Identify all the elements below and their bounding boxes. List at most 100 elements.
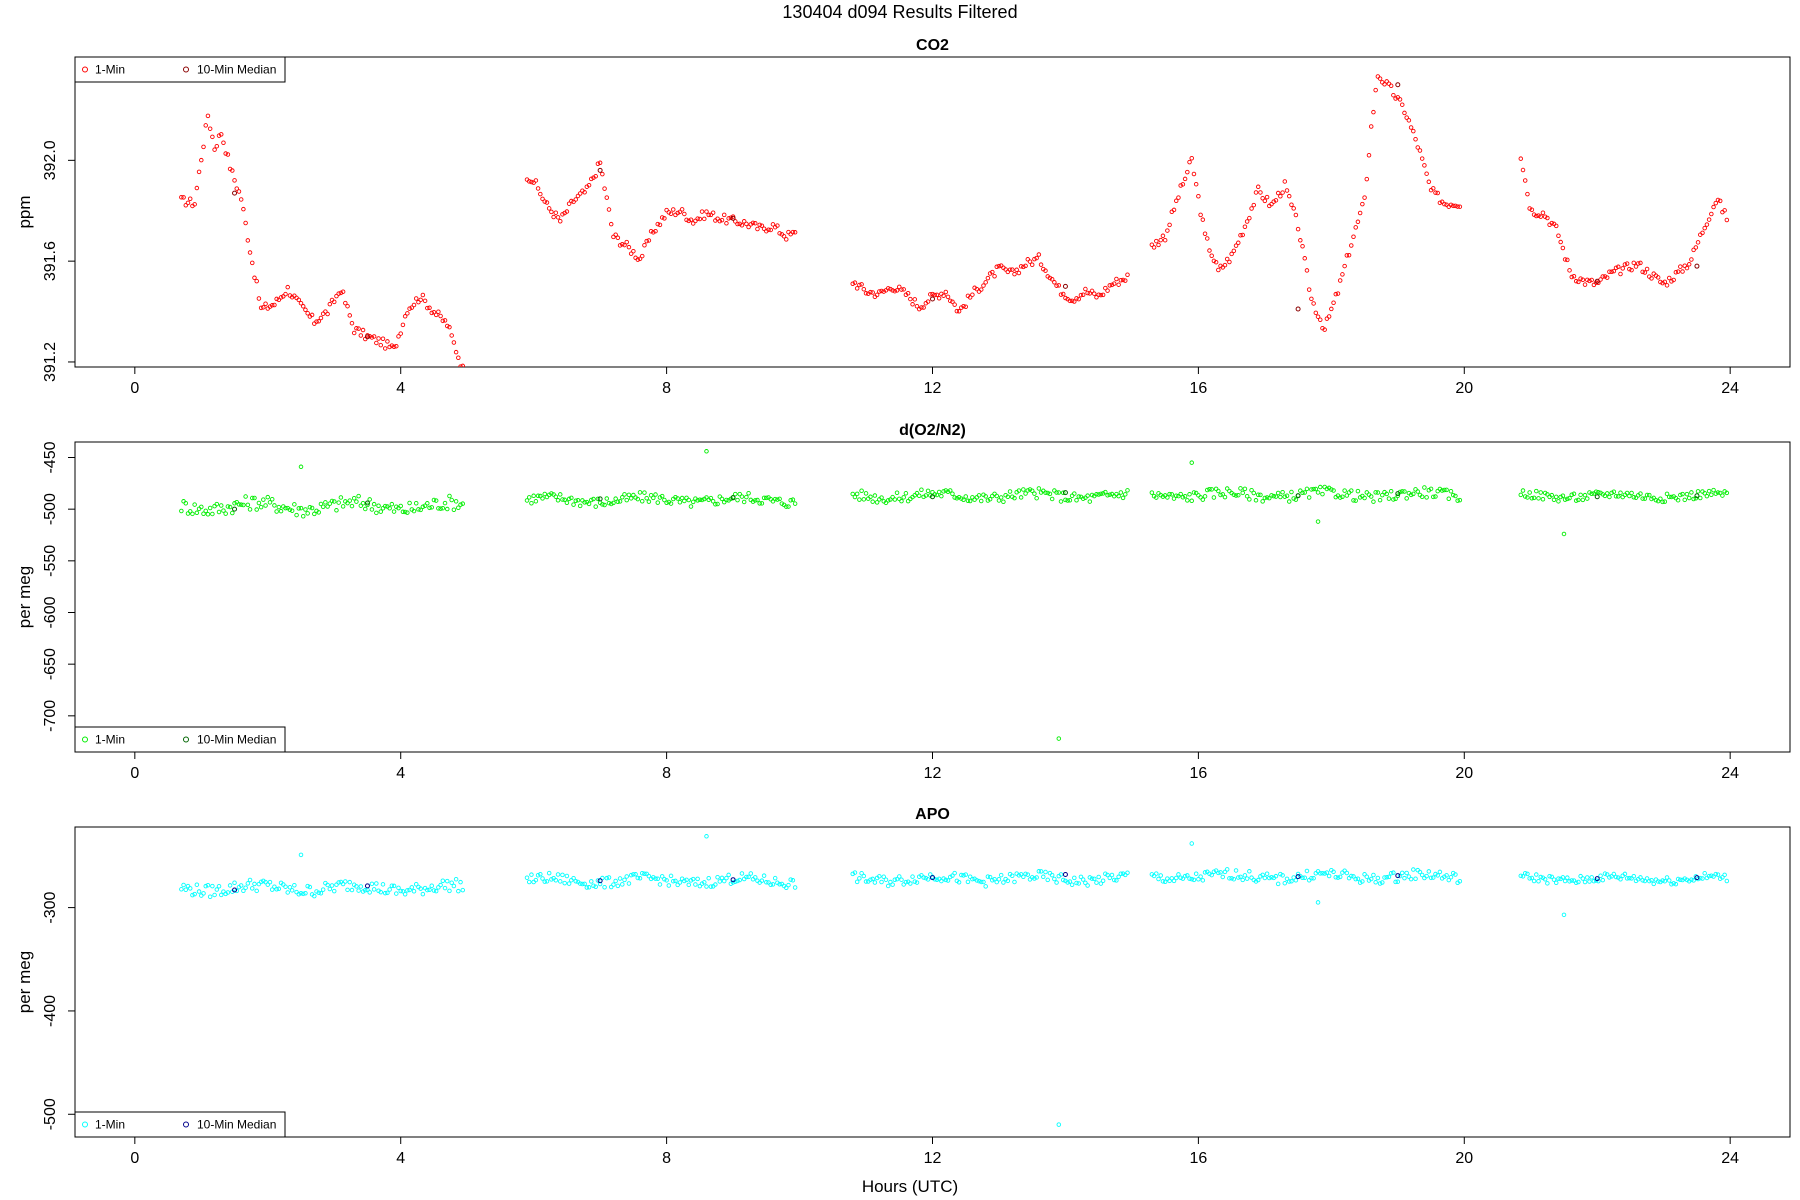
- data-point-1min: [263, 301, 268, 307]
- data-point-1min: [717, 218, 723, 224]
- data-point-1min: [1089, 288, 1095, 294]
- data-point-1min: [885, 883, 891, 889]
- data-point-1min: [1576, 279, 1581, 285]
- data-point-1min: [323, 309, 328, 314]
- data-point-1min: [697, 883, 703, 889]
- data-point-1min: [1448, 488, 1454, 494]
- data-point-1min: [1118, 278, 1124, 283]
- data-point-1min: [639, 253, 645, 259]
- data-point-1min: [1567, 268, 1572, 273]
- y-tick-label: -500: [42, 1098, 59, 1130]
- data-point-1min: [1001, 880, 1006, 885]
- data-point-1min: [429, 505, 434, 510]
- data-point-1min: [1377, 497, 1383, 503]
- data-point-1min: [1437, 200, 1443, 206]
- data-point-1min: [1324, 316, 1330, 321]
- data-point-1min: [183, 501, 189, 506]
- data-point-1min: [719, 217, 725, 223]
- data-point-1min: [309, 505, 315, 511]
- data-point-1min: [792, 885, 798, 890]
- data-point-1min: [1224, 256, 1230, 262]
- x-tick-label: 20: [1455, 765, 1473, 782]
- data-point-1min: [453, 499, 459, 504]
- data-point-median: [1295, 874, 1301, 880]
- data-point-1min: [1200, 217, 1206, 222]
- data-point-1min: [1291, 496, 1296, 501]
- data-point-1min: [1083, 880, 1088, 886]
- data-point-1min: [374, 340, 379, 346]
- data-point-1min: [1402, 489, 1407, 494]
- data-point-1min: [1604, 872, 1610, 877]
- data-point-1min: [1417, 869, 1423, 875]
- data-point-1min: [272, 302, 277, 308]
- data-point-median: [364, 334, 370, 340]
- data-point-1min: [1613, 874, 1619, 880]
- data-point-1min: [930, 489, 935, 495]
- data-point-1min: [945, 489, 951, 495]
- data-point-1min: [312, 893, 317, 899]
- data-point-1min: [617, 876, 623, 881]
- data-point-1min: [1536, 213, 1541, 218]
- data-point-1min: [1021, 874, 1026, 879]
- data-point-1min: [879, 879, 884, 885]
- data-point-1min: [331, 888, 337, 894]
- data-point-1min: [1448, 202, 1454, 208]
- data-point-1min: [1442, 487, 1447, 493]
- data-point-1min: [1262, 198, 1268, 204]
- data-point-1min: [1340, 272, 1345, 277]
- data-point-1min: [1631, 873, 1637, 879]
- data-point-1min: [615, 883, 621, 889]
- x-tick-label: 20: [1455, 1150, 1473, 1167]
- data-point-1min: [595, 161, 601, 166]
- data-point-1min: [1105, 288, 1110, 293]
- data-point-1min: [852, 280, 858, 285]
- data-point-1min: [622, 492, 627, 497]
- x-tick-label: 12: [924, 765, 942, 782]
- data-point-1min: [983, 494, 988, 499]
- data-point-1min: [544, 494, 550, 500]
- data-point-1min: [868, 289, 873, 295]
- data-point-1min: [952, 302, 957, 307]
- data-point-1min: [1666, 878, 1672, 883]
- data-point-1min: [376, 336, 381, 341]
- data-point-1min: [1324, 870, 1330, 875]
- data-point-1min: [1001, 499, 1006, 504]
- data-point-1min: [1322, 327, 1327, 332]
- data-point-1min: [664, 207, 669, 213]
- data-point-1min: [1313, 486, 1319, 492]
- data-point-1min: [194, 882, 200, 887]
- data-point-1min: [265, 494, 271, 500]
- data-point-1min: [759, 501, 765, 506]
- data-point-1min: [544, 879, 550, 884]
- data-point-1min: [1120, 277, 1126, 283]
- data-point-1min: [631, 872, 636, 877]
- data-point-1min: [1622, 871, 1628, 877]
- data-point-1min: [1408, 125, 1414, 130]
- data-point-1min: [970, 876, 975, 882]
- data-point-1min: [356, 493, 361, 499]
- data-point-1min: [1282, 880, 1288, 886]
- data-point-1min: [790, 229, 796, 235]
- data-point-1min: [606, 207, 612, 212]
- data-point-1min: [553, 877, 559, 883]
- data-point-1min: [323, 500, 328, 505]
- panel-title: CO2: [916, 37, 949, 54]
- data-point-1min: [221, 889, 226, 894]
- data-point-1min: [1627, 875, 1632, 881]
- data-point-1min: [261, 305, 266, 310]
- data-point-1min: [631, 248, 636, 254]
- data-point-1min: [1005, 269, 1011, 275]
- data-point-1min: [276, 297, 282, 303]
- y-tick-label: -600: [42, 596, 59, 628]
- data-point-1min: [418, 297, 423, 303]
- data-point-1min: [961, 303, 966, 309]
- data-point-1min: [739, 871, 745, 876]
- data-point-1min: [258, 504, 264, 510]
- data-point-1min: [1647, 878, 1652, 884]
- data-point-1min: [617, 499, 623, 504]
- data-point-1min: [1613, 265, 1619, 271]
- data-point-1min: [1302, 875, 1307, 881]
- data-point-1min: [1585, 277, 1590, 283]
- data-point-1min: [1664, 875, 1670, 880]
- data-point-1min: [653, 228, 658, 234]
